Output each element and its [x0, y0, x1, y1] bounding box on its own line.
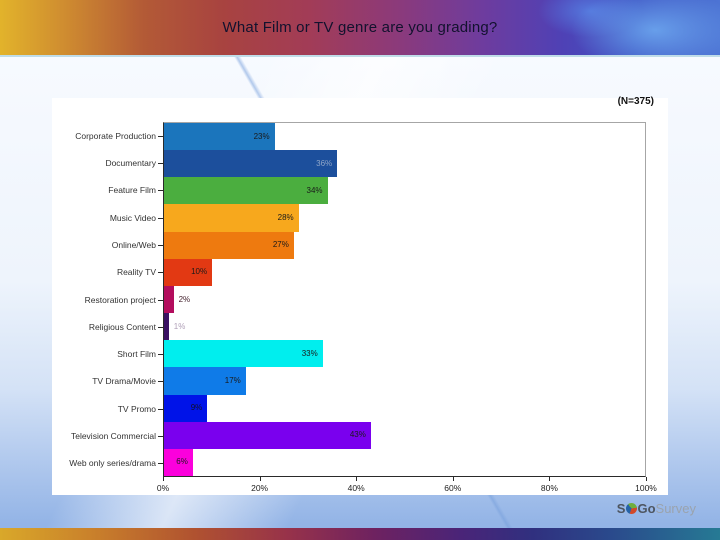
bar-row-tv-drama-movie: 17% [164, 367, 645, 395]
category-label-music-video: Music Video [52, 204, 163, 231]
x-axis-tick-80 [549, 477, 551, 481]
x-axis-tick-40 [356, 477, 358, 481]
sogosurvey-logo: S GoSurvey [617, 502, 696, 516]
value-label-music-video: 28% [277, 213, 294, 223]
slide-title: What Film or TV genre are you grading? [222, 19, 498, 36]
plot-rows: 23% 36% 34% 28% 27% 10% 2% 1% 33% 17% 9% 43% 6% [164, 123, 645, 477]
bar-row-feature-film: 34% [164, 177, 645, 205]
category-label-restoration-project: Restoration project [52, 286, 163, 313]
bar-row-tv-promo: 9% [164, 394, 645, 422]
sogosurvey-circle-icon [625, 503, 637, 514]
category-label-short-film: Short Film [52, 341, 163, 368]
value-label-religious-content: 1% [173, 321, 186, 331]
value-label-online-web: 27% [272, 240, 289, 250]
x-axis-tick-label-80: 80% [540, 483, 558, 493]
bar-tv-promo: 9% [164, 394, 208, 422]
category-label-tv-drama-movie: TV Drama/Movie [52, 368, 163, 395]
bar-row-music-video: 28% [164, 204, 645, 232]
chart-panel: (N=375) Corporate Production Documentary F… [52, 96, 668, 495]
bar-web-only-series-drama: 6% [164, 448, 193, 477]
bar-row-reality-tv: 10% [164, 258, 645, 286]
x-axis-tick-label-60: 60% [444, 483, 462, 493]
bar-reality-tv: 10% [164, 258, 213, 286]
value-label-corporate-production: 23% [253, 131, 270, 141]
bar-row-corporate-production: 23% [164, 123, 645, 151]
x-axis-tick-20 [259, 477, 261, 481]
category-label-feature-film: Feature Film [52, 177, 163, 204]
category-label-documentary: Documentary [52, 149, 163, 176]
category-label-television-commercial: Television Commercial [52, 422, 163, 449]
category-label-reality-tv: Reality TV [52, 259, 163, 286]
bar-short-film: 33% [164, 340, 323, 368]
bar-row-religious-content: 1% [164, 313, 645, 341]
bar-row-television-commercial: 43% [164, 421, 645, 449]
category-labels: Corporate Production Documentary Feature F… [52, 122, 163, 477]
category-label-religious-content: Religious Content [52, 313, 163, 340]
bar-television-commercial: 43% [164, 421, 371, 449]
bar-religious-content: 1% [164, 313, 185, 341]
bar-row-web-only-series-drama: 6% [164, 448, 645, 477]
value-label-restoration-project: 2% [178, 294, 191, 304]
value-label-short-film: 33% [301, 348, 318, 358]
bar-tv-drama-movie: 17% [164, 367, 246, 395]
logo-text-s: S [616, 501, 626, 516]
value-label-feature-film: 34% [306, 185, 323, 195]
category-label-online-web: Online/Web [52, 231, 163, 258]
bar-row-online-web: 27% [164, 231, 645, 259]
x-axis-tick-100 [646, 477, 647, 481]
value-label-web-only-series-drama: 6% [176, 457, 188, 467]
value-label-reality-tv: 10% [191, 267, 208, 277]
slide-header-banner: What Film or TV genre are you grading? [0, 0, 720, 57]
bar-feature-film: 34% [164, 177, 328, 205]
x-axis-tick-label-40: 40% [347, 483, 365, 493]
x-axis-tick-label-100: 100% [635, 483, 657, 493]
logo-text-survey: Survey [655, 501, 696, 516]
bottom-gradient-strip [0, 528, 720, 540]
logo-text-go: Go [637, 501, 656, 516]
bar-corporate-production: 23% [164, 123, 275, 151]
x-axis-tick-label-0: 0% [156, 483, 170, 493]
value-label-tv-promo: 9% [190, 403, 203, 413]
x-axis-tick-0 [163, 477, 164, 481]
bar-online-web: 27% [164, 231, 294, 259]
x-axis-tick-label-20: 20% [251, 483, 269, 493]
bar-chart-plot-area: 23% 36% 34% 28% 27% 10% 2% 1% 33% 17% 9% 43% 6% [163, 122, 646, 477]
bar-restoration-project: 2% [164, 285, 190, 314]
value-label-documentary: 36% [316, 158, 333, 168]
category-label-web-only-series-drama: Web only series/drama [52, 450, 163, 477]
value-label-tv-drama-movie: 17% [224, 375, 241, 385]
bar-row-restoration-project: 2% [164, 285, 645, 314]
category-label-corporate-production: Corporate Production [52, 122, 163, 149]
bar-documentary: 36% [164, 150, 338, 178]
sample-size-label: (N=375) [617, 96, 654, 107]
bar-row-documentary: 36% [164, 150, 645, 178]
bar-row-short-film: 33% [164, 340, 645, 368]
category-label-tv-promo: TV Promo [52, 395, 163, 422]
bar-music-video: 28% [164, 204, 299, 232]
x-axis-tick-60 [452, 477, 454, 481]
value-label-television-commercial: 43% [349, 430, 366, 440]
x-axis: 0% 20% 40% 60% 80% 100% [157, 477, 657, 495]
